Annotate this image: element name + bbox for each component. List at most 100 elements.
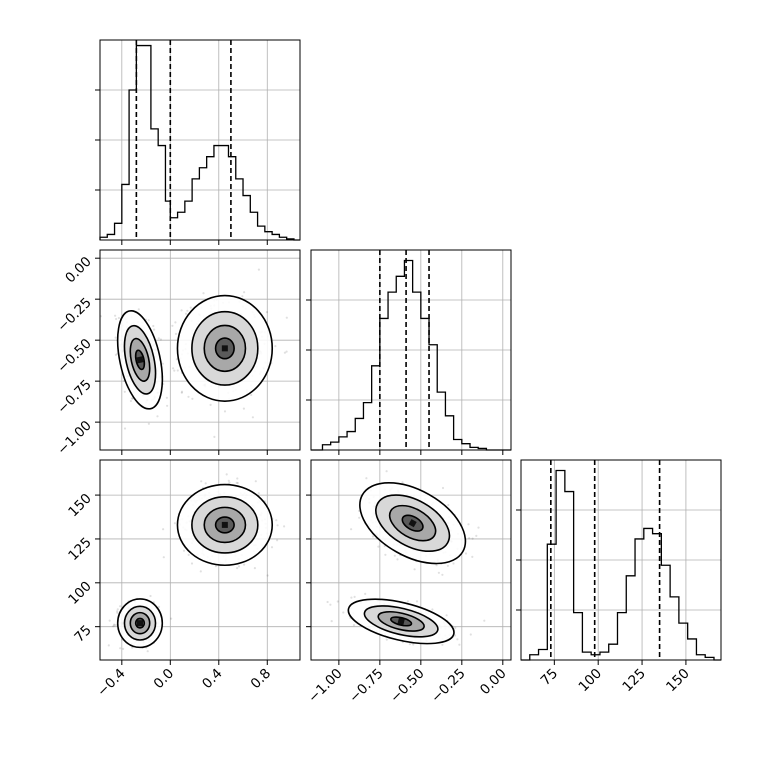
joint-density [100, 268, 288, 438]
contour-1 [375, 494, 451, 553]
y-tick-label: 125 [65, 534, 95, 564]
scatter-point [189, 306, 192, 309]
x-tick-label: −0.25 [428, 666, 469, 707]
scatter-point [108, 619, 111, 622]
scatter-point [336, 600, 339, 603]
contour-3 [390, 616, 413, 627]
scatter-point [285, 316, 288, 319]
scatter-point [393, 554, 396, 557]
scatter-point [112, 625, 115, 628]
scatter-point [350, 528, 353, 531]
scatter-point [176, 369, 179, 372]
mode-0 [359, 482, 467, 565]
grid-lines [521, 460, 721, 660]
scatter-point [161, 362, 164, 365]
contour-0 [359, 482, 467, 565]
scatter-point [467, 523, 470, 526]
scatter-point [236, 481, 239, 485]
scatter-point [456, 638, 459, 641]
scatter-point [114, 336, 117, 339]
scatter-point [115, 317, 118, 321]
scatter-point [237, 565, 241, 568]
scatter-point [342, 611, 345, 614]
mode-1 [176, 483, 274, 567]
scatter-point [446, 564, 449, 567]
scatter-point [174, 321, 177, 324]
contour-3 [134, 349, 146, 371]
marginal-histogram-1 [306, 249, 512, 455]
scatter-point [453, 634, 457, 637]
mode-1 [347, 598, 455, 645]
scatter-point [180, 391, 183, 394]
scatter-point [326, 600, 329, 604]
scatter-point [364, 592, 367, 595]
contour-1 [191, 496, 259, 554]
scatter-point [435, 564, 438, 567]
scatter-point [119, 647, 122, 650]
scatter-point [225, 473, 228, 476]
scatter-point [113, 623, 116, 626]
contour-2 [129, 611, 151, 635]
x-tick-label: −0.4 [94, 666, 128, 700]
scatter-point [114, 314, 117, 317]
scatter-point [385, 470, 388, 473]
axes-frame [99, 459, 301, 661]
scatter-point [162, 528, 165, 531]
scatter-point [146, 650, 149, 653]
scatter-point [276, 524, 279, 527]
scatter-point [166, 404, 169, 407]
scatter-point [276, 539, 279, 542]
scatter-point [171, 324, 174, 327]
scatter-point [236, 567, 239, 570]
mode-0 [116, 598, 164, 649]
histogram-step-line [311, 259, 511, 451]
x-tick-label: 125 [619, 666, 649, 696]
scatter-point [265, 311, 268, 314]
joint-panel-1-2: −1.00 −0.75 −0.50 −0.25 0.00 [305, 459, 512, 707]
y-tick-label: 100 [65, 578, 95, 608]
scatter-point [352, 624, 356, 627]
y-tick-label: −0.75 [54, 377, 95, 418]
grid-lines [311, 250, 511, 450]
scatter-point [202, 292, 205, 295]
scatter-point [441, 643, 444, 646]
scatter-point [477, 526, 480, 529]
scatter-point [254, 480, 257, 483]
scatter-point [274, 345, 277, 348]
scatter-point [243, 291, 246, 294]
marginal-histogram-2: 75 100 125 150 [516, 459, 722, 696]
x-tick-label: 0.0 [151, 666, 178, 693]
histogram-step-line [521, 469, 721, 661]
scatter-point [116, 608, 119, 611]
scatter-point [406, 600, 409, 603]
contour-0 [176, 294, 274, 402]
contour-2 [129, 337, 151, 382]
contour-3 [214, 516, 235, 534]
scatter-point [445, 614, 448, 617]
density-peak [408, 519, 417, 528]
joint-density [326, 470, 486, 646]
contour-0 [116, 310, 164, 410]
scatter-point [165, 396, 168, 399]
scatter-point [454, 626, 457, 629]
scatter-point [401, 481, 404, 484]
scatter-point [483, 619, 486, 622]
scatter-point [330, 620, 333, 623]
contour-1 [191, 310, 259, 386]
scatter-point [283, 351, 286, 354]
scatter-point [174, 332, 178, 335]
scatter-point [270, 546, 274, 549]
axes-frame [310, 459, 512, 661]
joint-panel-0-2: −0.4 0.0 0.4 0.8 75 100 125 150 [65, 459, 301, 700]
scatter-point [431, 608, 434, 611]
scatter-point [149, 594, 152, 598]
y-tick-label: −1.00 [54, 418, 95, 459]
scatter-point [182, 549, 186, 552]
density-peak [136, 356, 144, 364]
y-tick-label: 75 [71, 622, 94, 645]
scatter-point [365, 477, 368, 480]
scatter-point [452, 562, 455, 565]
scatter-point [123, 427, 127, 430]
scatter-point [130, 397, 134, 400]
scatter-point [242, 407, 245, 410]
